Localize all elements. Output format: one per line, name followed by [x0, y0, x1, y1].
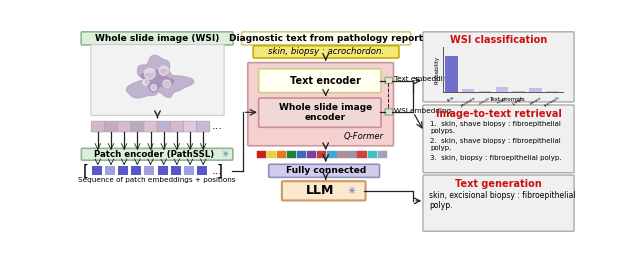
Bar	[495, 87, 508, 92]
Text: Whole slide image (WSI): Whole slide image (WSI)	[95, 34, 219, 43]
Bar	[92, 166, 102, 176]
Bar	[445, 56, 458, 92]
Text: cervix: cervix	[479, 96, 492, 106]
Text: Text encoder: Text encoder	[290, 76, 361, 86]
FancyBboxPatch shape	[92, 121, 104, 132]
Bar	[327, 151, 337, 158]
Text: prostate: prostate	[460, 96, 477, 108]
Polygon shape	[143, 79, 149, 85]
Bar	[358, 151, 367, 158]
FancyBboxPatch shape	[144, 121, 157, 132]
Text: WSI embedding: WSI embedding	[394, 108, 451, 114]
FancyBboxPatch shape	[423, 175, 574, 231]
FancyBboxPatch shape	[385, 77, 393, 83]
Bar	[378, 151, 387, 158]
FancyBboxPatch shape	[282, 181, 365, 200]
Text: stomach: stomach	[543, 96, 561, 108]
Text: lymph: lymph	[512, 96, 525, 106]
FancyBboxPatch shape	[241, 32, 410, 45]
Text: 3.  skin, biopsy : fibroepithelial polyp.: 3. skin, biopsy : fibroepithelial polyp.	[430, 155, 562, 161]
Bar	[513, 91, 525, 92]
Text: Probability: Probability	[435, 56, 440, 84]
FancyBboxPatch shape	[81, 148, 233, 160]
FancyBboxPatch shape	[104, 121, 118, 132]
Bar	[462, 89, 474, 92]
Bar	[317, 151, 326, 158]
Bar	[277, 151, 286, 158]
Text: ]: ]	[216, 163, 223, 178]
FancyBboxPatch shape	[131, 121, 144, 132]
FancyBboxPatch shape	[81, 32, 233, 45]
Polygon shape	[150, 85, 157, 91]
FancyBboxPatch shape	[423, 32, 574, 102]
Bar	[287, 151, 296, 158]
FancyBboxPatch shape	[253, 46, 399, 58]
FancyBboxPatch shape	[423, 105, 574, 173]
Polygon shape	[159, 66, 168, 75]
Text: breast: breast	[529, 96, 542, 106]
Polygon shape	[141, 69, 173, 92]
Text: Diagnostic text from pathology report: Diagnostic text from pathology report	[228, 34, 423, 43]
Bar	[546, 91, 559, 92]
Text: ...: ...	[212, 166, 223, 176]
Text: Text prompts: Text prompts	[489, 97, 525, 102]
Bar	[479, 91, 492, 92]
Text: WSI classification: WSI classification	[450, 35, 547, 45]
FancyBboxPatch shape	[269, 164, 380, 177]
Text: skin, biopsy : acrochordon.: skin, biopsy : acrochordon.	[268, 47, 384, 56]
FancyBboxPatch shape	[259, 69, 381, 93]
Text: Patch encoder (PathSSL): Patch encoder (PathSSL)	[93, 150, 214, 159]
Bar	[145, 166, 154, 176]
Text: Sequence of patch embeddings + positions: Sequence of patch embeddings + positions	[78, 177, 236, 183]
Text: LLM: LLM	[306, 184, 335, 197]
Text: ✳: ✳	[347, 186, 355, 196]
Polygon shape	[163, 80, 171, 88]
FancyBboxPatch shape	[91, 45, 224, 115]
FancyBboxPatch shape	[157, 121, 170, 132]
FancyBboxPatch shape	[170, 121, 184, 132]
Bar	[118, 166, 128, 176]
FancyBboxPatch shape	[248, 63, 394, 146]
FancyBboxPatch shape	[184, 121, 196, 132]
Bar	[184, 166, 194, 176]
Text: skin: skin	[447, 96, 456, 103]
Polygon shape	[145, 68, 155, 79]
Bar	[197, 166, 207, 176]
Bar	[171, 166, 180, 176]
Bar	[267, 151, 276, 158]
Text: 1.  skin, shave biopsy : fibroepithelial
polyps.: 1. skin, shave biopsy : fibroepithelial …	[430, 121, 561, 134]
Bar	[297, 151, 307, 158]
FancyBboxPatch shape	[196, 121, 210, 132]
Bar	[529, 88, 542, 92]
Bar	[257, 151, 266, 158]
Text: colon: colon	[496, 96, 508, 105]
FancyBboxPatch shape	[259, 98, 381, 127]
Text: ...: ...	[212, 121, 223, 131]
Bar	[348, 151, 356, 158]
Text: skin, excisional biopsy : fibroepithelial
polyp.: skin, excisional biopsy : fibroepithelia…	[429, 191, 575, 210]
Text: Image-to-text retrieval: Image-to-text retrieval	[436, 109, 561, 119]
Text: Text generation: Text generation	[455, 179, 542, 189]
Bar	[367, 151, 377, 158]
FancyBboxPatch shape	[385, 109, 393, 115]
Polygon shape	[127, 55, 194, 98]
Text: Text embedding: Text embedding	[394, 76, 452, 82]
Text: Whole slide image
encoder: Whole slide image encoder	[279, 103, 372, 122]
Bar	[337, 151, 347, 158]
Bar	[131, 166, 141, 176]
FancyBboxPatch shape	[118, 121, 131, 132]
Bar	[307, 151, 316, 158]
Bar	[157, 166, 168, 176]
Text: Q-Former: Q-Former	[344, 132, 384, 141]
Text: Fully connected: Fully connected	[285, 166, 366, 175]
Bar	[105, 166, 115, 176]
Text: [: [	[83, 163, 89, 178]
Text: 2.  skin, shave biopsy : fibroepithelial
polyp.: 2. skin, shave biopsy : fibroepithelial …	[430, 138, 561, 151]
Text: ✳: ✳	[222, 150, 230, 159]
